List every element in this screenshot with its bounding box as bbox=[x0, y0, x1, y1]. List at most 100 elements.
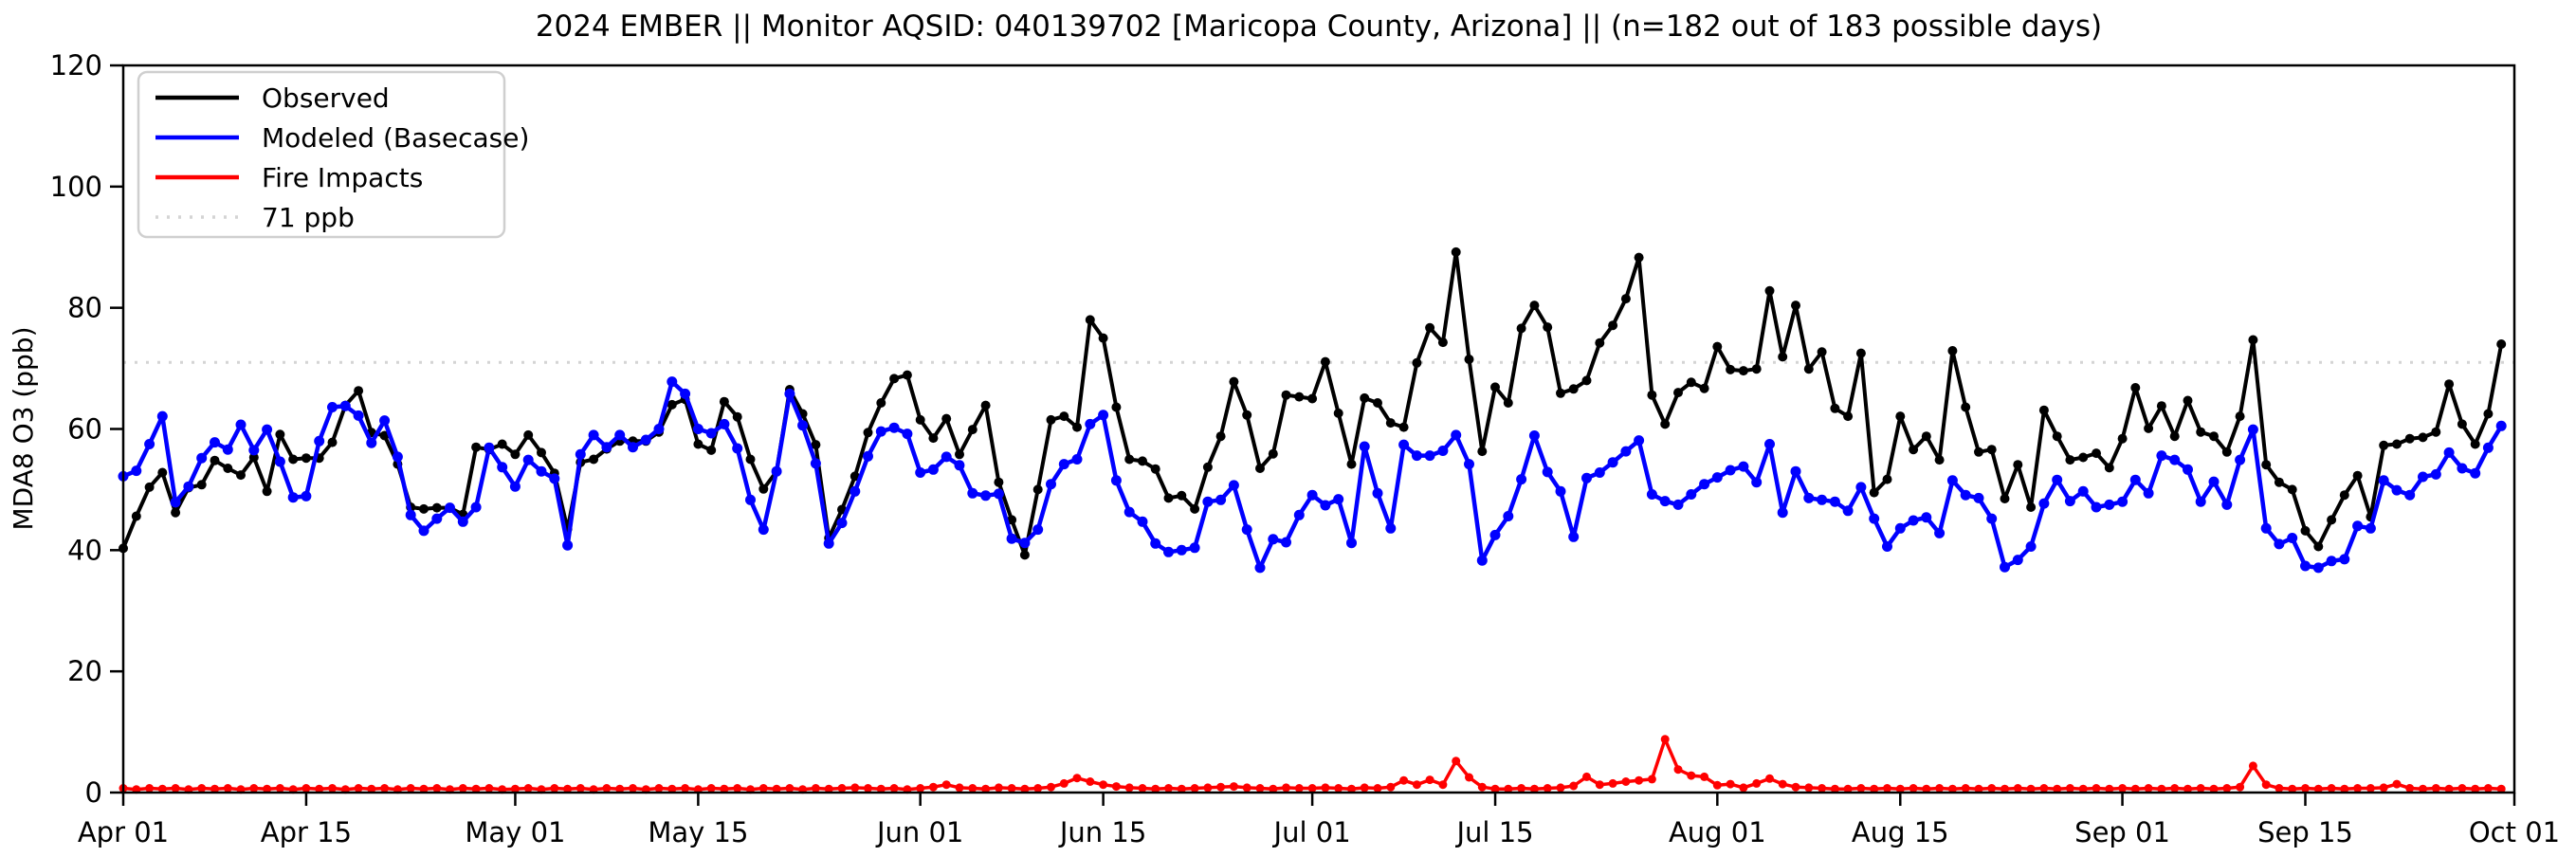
data-point bbox=[2443, 447, 2455, 458]
data-point bbox=[1647, 775, 1656, 784]
data-point bbox=[156, 410, 168, 422]
data-point bbox=[1516, 323, 1526, 334]
data-point bbox=[2196, 784, 2205, 793]
data-point bbox=[2026, 784, 2036, 793]
data-point bbox=[222, 444, 233, 455]
x-tick-label: Jun 01 bbox=[875, 816, 963, 848]
data-point bbox=[1398, 439, 1410, 450]
data-point bbox=[2196, 427, 2206, 437]
data-point bbox=[1437, 337, 1448, 348]
data-point bbox=[1542, 466, 1553, 478]
data-point bbox=[470, 501, 482, 513]
data-point bbox=[1255, 464, 1265, 473]
data-point bbox=[2482, 442, 2494, 453]
data-point bbox=[1608, 778, 1617, 788]
data-point bbox=[1700, 772, 1709, 781]
data-point bbox=[1451, 246, 1461, 257]
data-point bbox=[2261, 460, 2272, 470]
data-point bbox=[1803, 364, 1814, 374]
data-point bbox=[1464, 355, 1474, 364]
data-point bbox=[927, 464, 939, 475]
data-point bbox=[2392, 779, 2402, 789]
data-point bbox=[654, 784, 664, 793]
data-point bbox=[980, 490, 992, 501]
data-point bbox=[928, 433, 939, 444]
data-point bbox=[1386, 782, 1396, 792]
data-point bbox=[379, 415, 391, 427]
data-point bbox=[2261, 780, 2271, 790]
data-point bbox=[968, 784, 977, 793]
x-tick-label: Aug 15 bbox=[1852, 816, 1949, 848]
data-point bbox=[1020, 784, 1030, 793]
legend-item-modeled-basecase: Modeled (Basecase) bbox=[155, 122, 529, 154]
data-point bbox=[1346, 538, 1357, 549]
data-point bbox=[771, 465, 782, 477]
data-point bbox=[1464, 459, 1474, 470]
data-point bbox=[1202, 496, 1214, 507]
data-point bbox=[2248, 335, 2258, 345]
data-point bbox=[2404, 433, 2415, 444]
data-point bbox=[1320, 356, 1330, 367]
data-point bbox=[1098, 410, 1109, 421]
data-point bbox=[1777, 507, 1788, 519]
data-point bbox=[941, 780, 951, 790]
data-point bbox=[720, 784, 729, 793]
data-point bbox=[1634, 435, 1645, 447]
data-point bbox=[1855, 348, 1866, 358]
data-point bbox=[354, 386, 364, 396]
data-point bbox=[915, 414, 925, 425]
data-point bbox=[1282, 783, 1290, 793]
data-point bbox=[889, 784, 899, 793]
data-point bbox=[418, 525, 429, 537]
data-point bbox=[1791, 301, 1800, 311]
data-point bbox=[1908, 515, 1919, 526]
data-point bbox=[1829, 496, 1840, 507]
data-point bbox=[1399, 775, 1409, 785]
y-axis: 0 20 40 60 80 100 120 bbox=[50, 49, 123, 809]
data-point bbox=[1817, 494, 1828, 505]
data-point bbox=[171, 507, 181, 518]
data-point bbox=[2274, 477, 2284, 487]
data-point bbox=[1150, 538, 1161, 549]
data-point bbox=[954, 460, 965, 471]
data-point bbox=[1830, 403, 1840, 413]
data-point bbox=[705, 428, 717, 439]
data-point bbox=[1986, 445, 1997, 455]
x-tick-label: Jul 01 bbox=[1272, 816, 1351, 848]
data-point bbox=[484, 784, 494, 793]
data-point bbox=[1398, 422, 1409, 432]
data-point bbox=[510, 449, 521, 460]
data-point bbox=[1215, 431, 1226, 442]
legend-label: Observed bbox=[262, 82, 390, 114]
data-point bbox=[2418, 432, 2428, 443]
data-point bbox=[197, 784, 207, 793]
data-point bbox=[811, 440, 821, 450]
data-point bbox=[1216, 782, 1226, 792]
data-point bbox=[1581, 375, 1592, 386]
data-point bbox=[1817, 347, 1827, 357]
data-point bbox=[1110, 475, 1122, 486]
data-point bbox=[1830, 784, 1839, 793]
data-point bbox=[210, 455, 220, 465]
data-point bbox=[2222, 784, 2232, 793]
data-point bbox=[2038, 498, 2050, 509]
data-point bbox=[615, 784, 625, 793]
data-point bbox=[2104, 499, 2115, 510]
data-point bbox=[1543, 784, 1552, 793]
data-point bbox=[706, 784, 716, 793]
data-point bbox=[745, 494, 756, 505]
data-point bbox=[522, 454, 534, 465]
data-point bbox=[589, 454, 599, 465]
data-point bbox=[2260, 522, 2272, 534]
data-point bbox=[1687, 771, 1696, 780]
data-point bbox=[967, 425, 977, 435]
data-point bbox=[1935, 784, 1945, 793]
data-point bbox=[1855, 482, 1867, 493]
data-point bbox=[1489, 529, 1501, 540]
series-markers-observed bbox=[119, 246, 2507, 560]
data-point bbox=[1268, 534, 1279, 545]
data-point bbox=[1190, 784, 1199, 793]
data-point bbox=[1033, 784, 1043, 793]
data-point bbox=[1882, 541, 1892, 552]
data-point bbox=[1569, 781, 1579, 791]
